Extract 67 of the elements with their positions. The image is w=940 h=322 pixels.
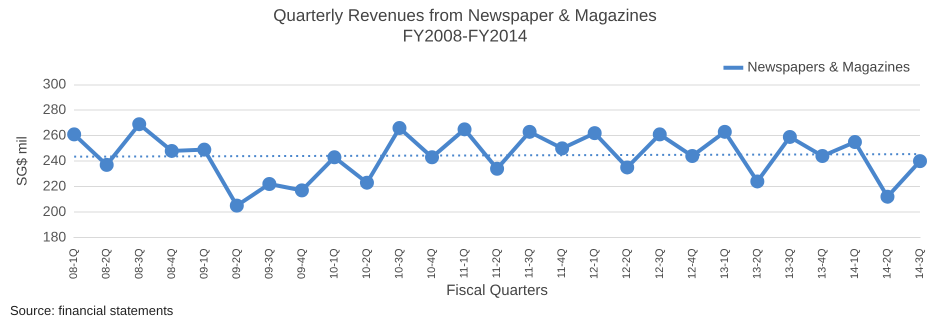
point [294,183,309,198]
source-note: Source: financial statements [10,303,174,318]
x-tick-label: 08-1Q [68,248,80,280]
point [425,150,440,164]
point [67,127,82,142]
point [327,150,342,164]
point [164,144,179,158]
x-tick-label: 12-3Q [654,248,666,280]
point [392,121,406,136]
point [132,117,146,132]
x-tick-label: 10-2Q [360,248,373,280]
x-tick-label: 09-3Q [263,248,276,280]
y-tick-label: 240 [42,152,66,168]
chart-title: Quarterly Revenues from Newspaper & Magazines [273,6,657,25]
point [750,174,764,188]
x-axis-title: Fiscal Quarters [446,282,548,300]
point [652,127,667,142]
point [880,190,894,204]
point [522,124,537,139]
y-tick-label: 280 [42,101,66,118]
point [588,126,602,140]
y-tick-label: 260 [42,126,66,143]
point [913,154,927,168]
x-tick-label: 09-1Q [198,248,210,280]
x-tick-label: 11-1Q [458,248,471,278]
x-tick-label: 14-2Q [882,248,894,280]
y-tick-label: 220 [42,177,66,194]
point [815,149,830,164]
x-tick-label: 13-2Q [751,248,764,280]
x-tick-label: 08-2Q [100,248,113,280]
x-tick-label: 09-2Q [230,248,243,280]
x-tick-label: 14-1Q [848,248,861,280]
point [197,142,212,157]
x-tick-label: 12-1Q [588,248,601,280]
x-tick-label: 10-3Q [394,248,406,280]
point [848,135,862,150]
point [718,124,732,139]
point [620,160,634,174]
x-tick-label: 11-2Q [491,248,504,278]
x-tick-label: 14-3Q [914,248,926,280]
point [685,149,700,164]
x-tick-label: 10-1Q [328,248,340,280]
point [458,122,472,136]
x-tick-label: 13-3Q [784,248,796,280]
y-tick-label: 200 [42,202,66,219]
x-tick-label: 12-4Q [686,248,698,280]
point [555,141,570,156]
x-tick-label: 08-4Q [166,248,178,280]
x-tick-label: 12-2Q [621,248,634,280]
point [100,158,114,172]
point [782,130,797,144]
y-tick-label: 300 [42,76,66,92]
point [230,198,244,213]
x-tick-label: 11-4Q [556,248,568,278]
x-tick-label: 08-3Q [133,248,146,280]
x-tick-label: 13-4Q [816,248,828,280]
x-tick-label: 09-4Q [296,248,308,280]
legend-label: Newspapers & Magazines [747,58,910,75]
x-tick-label: 10-4Q [426,248,438,280]
x-tick-label: 11-3Q [524,248,536,278]
point [490,162,504,176]
y-tick-label: 180 [42,228,66,244]
chart-subtitle: FY2008-FY2014 [402,26,528,46]
x-tick-label: 13-1Q [718,248,731,280]
point [360,176,374,190]
y-axis-title: SG$ mil [13,136,30,186]
point [262,177,276,192]
